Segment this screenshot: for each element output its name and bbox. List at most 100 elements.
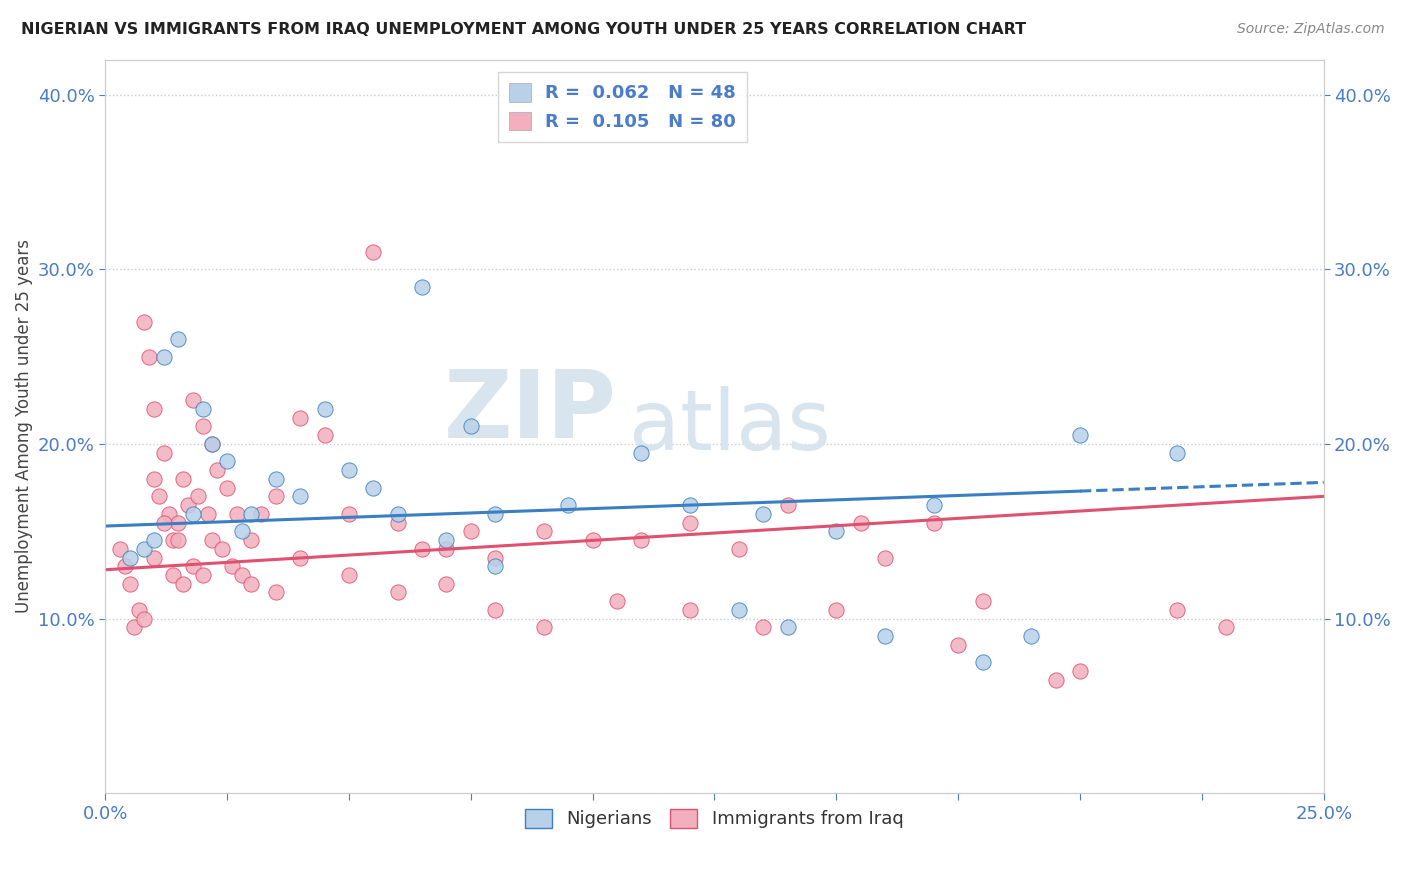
Point	[434, 576, 457, 591]
Point	[264, 489, 287, 503]
Y-axis label: Unemployment Among Youth under 25 years: Unemployment Among Youth under 25 years	[15, 239, 32, 614]
Point	[191, 419, 214, 434]
Point	[484, 559, 506, 574]
Point	[361, 244, 384, 259]
Point	[264, 472, 287, 486]
Point	[108, 541, 131, 556]
Point	[679, 603, 702, 617]
Point	[118, 576, 141, 591]
Point	[177, 498, 200, 512]
Point	[337, 507, 360, 521]
Point	[225, 507, 247, 521]
Point	[201, 437, 224, 451]
Point	[387, 516, 409, 530]
Point	[1166, 603, 1188, 617]
Point	[630, 533, 652, 547]
Point	[187, 489, 209, 503]
Point	[215, 454, 238, 468]
Point	[533, 524, 555, 539]
Point	[264, 585, 287, 599]
Legend: Nigerians, Immigrants from Iraq: Nigerians, Immigrants from Iraq	[517, 802, 911, 836]
Point	[250, 507, 273, 521]
Point	[387, 585, 409, 599]
Point	[181, 507, 204, 521]
Point	[240, 507, 263, 521]
Point	[922, 516, 945, 530]
Point	[172, 576, 194, 591]
Point	[231, 568, 253, 582]
Point	[1069, 428, 1091, 442]
Point	[201, 437, 224, 451]
Point	[240, 576, 263, 591]
Point	[484, 507, 506, 521]
Point	[152, 445, 174, 459]
Point	[240, 533, 263, 547]
Point	[134, 541, 156, 556]
Point	[197, 507, 219, 521]
Point	[288, 410, 311, 425]
Point	[387, 507, 409, 521]
Point	[314, 428, 336, 442]
Point	[679, 516, 702, 530]
Point	[776, 498, 799, 512]
Point	[142, 550, 165, 565]
Point	[211, 541, 233, 556]
Point	[167, 533, 190, 547]
Point	[288, 550, 311, 565]
Point	[181, 559, 204, 574]
Point	[752, 507, 775, 521]
Point	[288, 489, 311, 503]
Point	[1069, 664, 1091, 678]
Text: Source: ZipAtlas.com: Source: ZipAtlas.com	[1237, 22, 1385, 37]
Point	[167, 332, 190, 346]
Point	[142, 472, 165, 486]
Point	[162, 533, 184, 547]
Point	[152, 516, 174, 530]
Point	[434, 541, 457, 556]
Point	[460, 524, 482, 539]
Point	[972, 656, 994, 670]
Point	[142, 402, 165, 417]
Point	[215, 481, 238, 495]
Point	[118, 550, 141, 565]
Text: NIGERIAN VS IMMIGRANTS FROM IRAQ UNEMPLOYMENT AMONG YOUTH UNDER 25 YEARS CORRELA: NIGERIAN VS IMMIGRANTS FROM IRAQ UNEMPLO…	[21, 22, 1026, 37]
Text: atlas: atlas	[628, 386, 831, 467]
Point	[533, 620, 555, 634]
Point	[134, 315, 156, 329]
Point	[207, 463, 229, 477]
Point	[231, 524, 253, 539]
Point	[114, 559, 136, 574]
Point	[484, 603, 506, 617]
Point	[411, 279, 433, 293]
Text: ZIP: ZIP	[444, 366, 617, 458]
Point	[727, 541, 749, 556]
Point	[148, 489, 170, 503]
Point	[606, 594, 628, 608]
Point	[679, 498, 702, 512]
Point	[128, 603, 150, 617]
Point	[411, 541, 433, 556]
Point	[337, 463, 360, 477]
Point	[825, 603, 848, 617]
Point	[157, 507, 180, 521]
Point	[221, 559, 243, 574]
Point	[873, 550, 896, 565]
Point	[124, 620, 146, 634]
Point	[361, 481, 384, 495]
Point	[162, 568, 184, 582]
Point	[138, 350, 160, 364]
Point	[191, 402, 214, 417]
Point	[152, 350, 174, 364]
Point	[752, 620, 775, 634]
Point	[922, 498, 945, 512]
Point	[167, 516, 190, 530]
Point	[873, 629, 896, 643]
Point	[1019, 629, 1042, 643]
Point	[434, 533, 457, 547]
Point	[727, 603, 749, 617]
Point	[1045, 673, 1067, 687]
Point	[201, 533, 224, 547]
Point	[557, 498, 579, 512]
Point	[337, 568, 360, 582]
Point	[849, 516, 872, 530]
